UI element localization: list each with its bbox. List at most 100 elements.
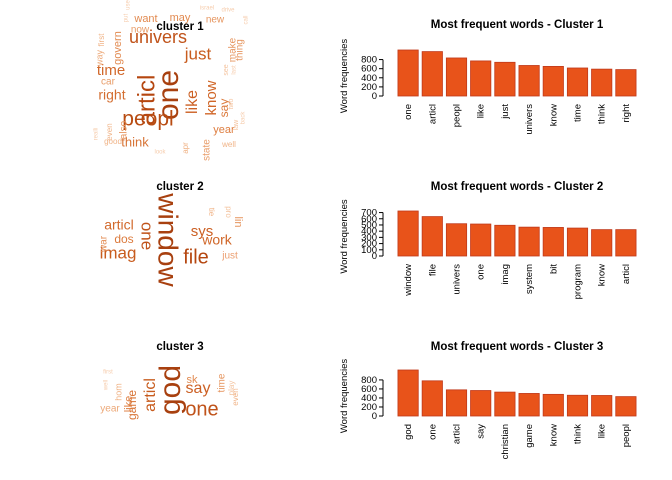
bar bbox=[518, 226, 540, 257]
x-tick-label: right bbox=[621, 104, 632, 123]
wordcloud-word: work bbox=[201, 232, 233, 248]
y-tick-label: 400 bbox=[361, 73, 377, 84]
bar bbox=[542, 65, 564, 97]
wordcloud-word: drive bbox=[221, 8, 235, 14]
bar bbox=[615, 69, 637, 97]
bar bbox=[470, 60, 492, 97]
bar-chart-title: Most frequent words - Cluster 1 bbox=[431, 19, 604, 31]
x-tick-label: peopl bbox=[452, 104, 463, 127]
bar-chart-title: Most frequent words - Cluster 2 bbox=[431, 181, 604, 193]
wordcloud-word: imag bbox=[100, 243, 137, 262]
y-tick-label: 200 bbox=[361, 82, 377, 93]
wordcloud-word: good bbox=[104, 137, 122, 146]
x-tick-label: know bbox=[548, 104, 559, 126]
bar bbox=[518, 393, 540, 417]
wordcloud-word: last bbox=[232, 65, 238, 75]
wordcloud-word: god bbox=[154, 365, 187, 415]
x-tick-label: one bbox=[476, 264, 487, 280]
x-tick-label: articl bbox=[621, 264, 632, 284]
wordcloud-word: play bbox=[227, 381, 236, 396]
bar-chart-3: Most frequent words - Cluster 3 Word freq… bbox=[339, 341, 637, 459]
wordcloud-word: well bbox=[104, 380, 110, 391]
bar bbox=[615, 229, 637, 257]
wordcloud-word: like bbox=[184, 90, 201, 114]
x-tick-label: christian bbox=[500, 424, 511, 459]
bar bbox=[445, 57, 468, 97]
wordcloud-word: time bbox=[97, 62, 125, 79]
wordcloud-word: first bbox=[103, 370, 113, 376]
x-tick-label: game bbox=[524, 424, 535, 448]
bar bbox=[591, 68, 613, 97]
bar bbox=[494, 391, 516, 417]
wordcloud-word: know bbox=[203, 80, 220, 115]
bar bbox=[591, 229, 613, 257]
x-tick-label: one bbox=[427, 424, 438, 440]
wordcloud-word: may bbox=[170, 12, 191, 24]
y-tick-label: 600 bbox=[361, 384, 377, 395]
bar bbox=[494, 224, 516, 257]
wordcloud-word: year bbox=[100, 404, 120, 415]
x-tick-label: know bbox=[597, 264, 608, 286]
wordcloud-word: one bbox=[138, 222, 157, 250]
x-tick-label: think bbox=[597, 104, 608, 124]
bar bbox=[470, 390, 492, 417]
wordcloud-word: window bbox=[153, 192, 184, 287]
wordcloud-word: file bbox=[183, 246, 209, 268]
x-tick-label: articl bbox=[427, 104, 438, 124]
bar bbox=[421, 216, 443, 257]
x-tick-label: just bbox=[500, 104, 511, 120]
wordcloud-word: make bbox=[228, 37, 239, 62]
bar bbox=[445, 223, 468, 257]
bar bbox=[542, 393, 564, 417]
wordcloud-word: use bbox=[126, 0, 132, 10]
wordcloud-word: thing bbox=[235, 39, 246, 61]
wordcloud-word: pro bbox=[224, 206, 233, 218]
y-axis-label: Word frequencies bbox=[339, 39, 350, 114]
wordcloud-word: two bbox=[228, 98, 235, 109]
wordcloud-word: new bbox=[206, 15, 225, 26]
wordcloud-word: state bbox=[202, 139, 213, 161]
wordcloud-word: put bbox=[124, 13, 130, 22]
wordcloud-word: sk bbox=[187, 374, 199, 386]
y-tick-label: 600 bbox=[361, 64, 377, 75]
wordcloud-word: war bbox=[99, 235, 110, 253]
wordcloud-word: apr bbox=[181, 142, 190, 154]
bar bbox=[494, 61, 516, 97]
wordcloud-word: lin bbox=[232, 216, 244, 227]
wordcloud-word: even bbox=[105, 123, 114, 140]
bar bbox=[397, 369, 419, 417]
y-tick-label: 800 bbox=[361, 375, 377, 386]
x-tick-label: system bbox=[524, 264, 535, 294]
x-tick-label: like bbox=[476, 104, 487, 118]
x-tick-label: program bbox=[573, 264, 584, 299]
wordcloud-word: right bbox=[98, 87, 125, 103]
wordcloud-word: time bbox=[217, 373, 228, 392]
y-tick-label: 100 bbox=[361, 245, 377, 256]
wordcloud-word: back bbox=[241, 111, 247, 125]
y-tick-label: 0 bbox=[372, 411, 377, 422]
wordcloud-word: univers bbox=[129, 27, 187, 47]
wordcloud-word: want bbox=[133, 13, 157, 25]
y-axis-label: Word frequencies bbox=[339, 199, 350, 274]
x-tick-label: like bbox=[597, 424, 608, 438]
bar bbox=[566, 394, 589, 417]
wordcloud-word: even bbox=[231, 388, 240, 405]
y-tick-label: 700 bbox=[361, 208, 377, 219]
wordcloud-title: cluster 1 bbox=[156, 21, 204, 33]
wordcloud-word: game bbox=[125, 390, 139, 420]
x-tick-label: say bbox=[476, 424, 487, 439]
wordcloud-word: law bbox=[233, 119, 240, 130]
wordcloud-word: realli bbox=[94, 128, 100, 141]
y-tick-label: 800 bbox=[361, 55, 377, 66]
wordcloud-word: call bbox=[244, 15, 250, 24]
bar bbox=[421, 380, 443, 417]
x-tick-label: time bbox=[573, 104, 584, 122]
bar bbox=[566, 227, 589, 257]
y-tick-label: 600 bbox=[361, 214, 377, 225]
x-tick-label: bit bbox=[548, 264, 559, 274]
wordcloud-word: just bbox=[184, 44, 212, 63]
bar bbox=[421, 51, 443, 97]
wordcloud-word: car bbox=[101, 77, 116, 88]
